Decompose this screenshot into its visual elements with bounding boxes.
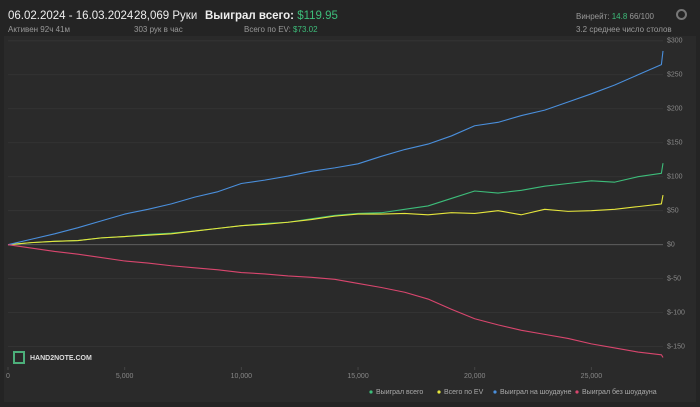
settings-icon[interactable] [676,9,687,20]
won: Выиграл всего: $119.95 [205,10,338,22]
active-time: Активен 92ч 41м [8,25,70,34]
y-tick-label: $50 [667,208,679,215]
legend-label: Выиграл без шоудауна [582,388,657,396]
y-tick-label: $300 [667,38,683,45]
hands: 28,069 Руки [134,10,198,22]
period: 06.02.2024 - 16.03.2024 [8,10,134,22]
winrate: Винрейт: 14.8 66/100 [576,12,654,21]
won-label: Выиграл всего: [205,10,294,22]
legend-marker [493,390,497,394]
y-tick-label: $100 [667,174,683,181]
winrate-label: Винрейт: [576,12,610,21]
legend-label: Всего по EV [444,389,484,396]
series-line [7,244,664,358]
tables: 3.2 среднее число столов [576,25,672,34]
legend-label: Выиграл всего [376,389,423,396]
y-tick-label: $200 [667,106,683,113]
y-tick-label: $-50 [667,275,681,282]
legend-marker [575,390,579,394]
y-tick-label: $0 [667,242,675,249]
legend-label: Выиграл на шоудауне [500,389,572,396]
x-tick-label: 20,000 [464,373,486,380]
series-line [7,50,664,246]
ev: Всего по EV: $73.02 [244,25,318,34]
y-tick-label: $250 [667,72,683,79]
x-tick-label: 5,000 [116,373,134,380]
ev-label: Всего по EV: [244,25,291,34]
y-tick-label: $-100 [667,309,685,316]
series-line [7,194,664,246]
ev-value: $73.02 [293,25,318,34]
logo: HAND2NOTE.COM [30,355,92,362]
logo-icon [13,351,25,364]
won-value: $119.95 [297,10,338,22]
hands-rate: 303 рук в час [134,25,183,34]
x-tick-label: 15,000 [347,373,369,380]
y-tick-label: $-150 [667,343,685,350]
y-tick-label: $150 [667,140,683,147]
x-tick-label: 0 [6,373,10,380]
winrate-unit: 66/100 [629,12,654,21]
legend-marker [437,390,441,394]
x-tick-label: 25,000 [581,373,603,380]
x-tick-label: 10,000 [231,373,253,380]
winrate-value: 14.8 [611,12,628,21]
legend-marker [369,390,373,394]
